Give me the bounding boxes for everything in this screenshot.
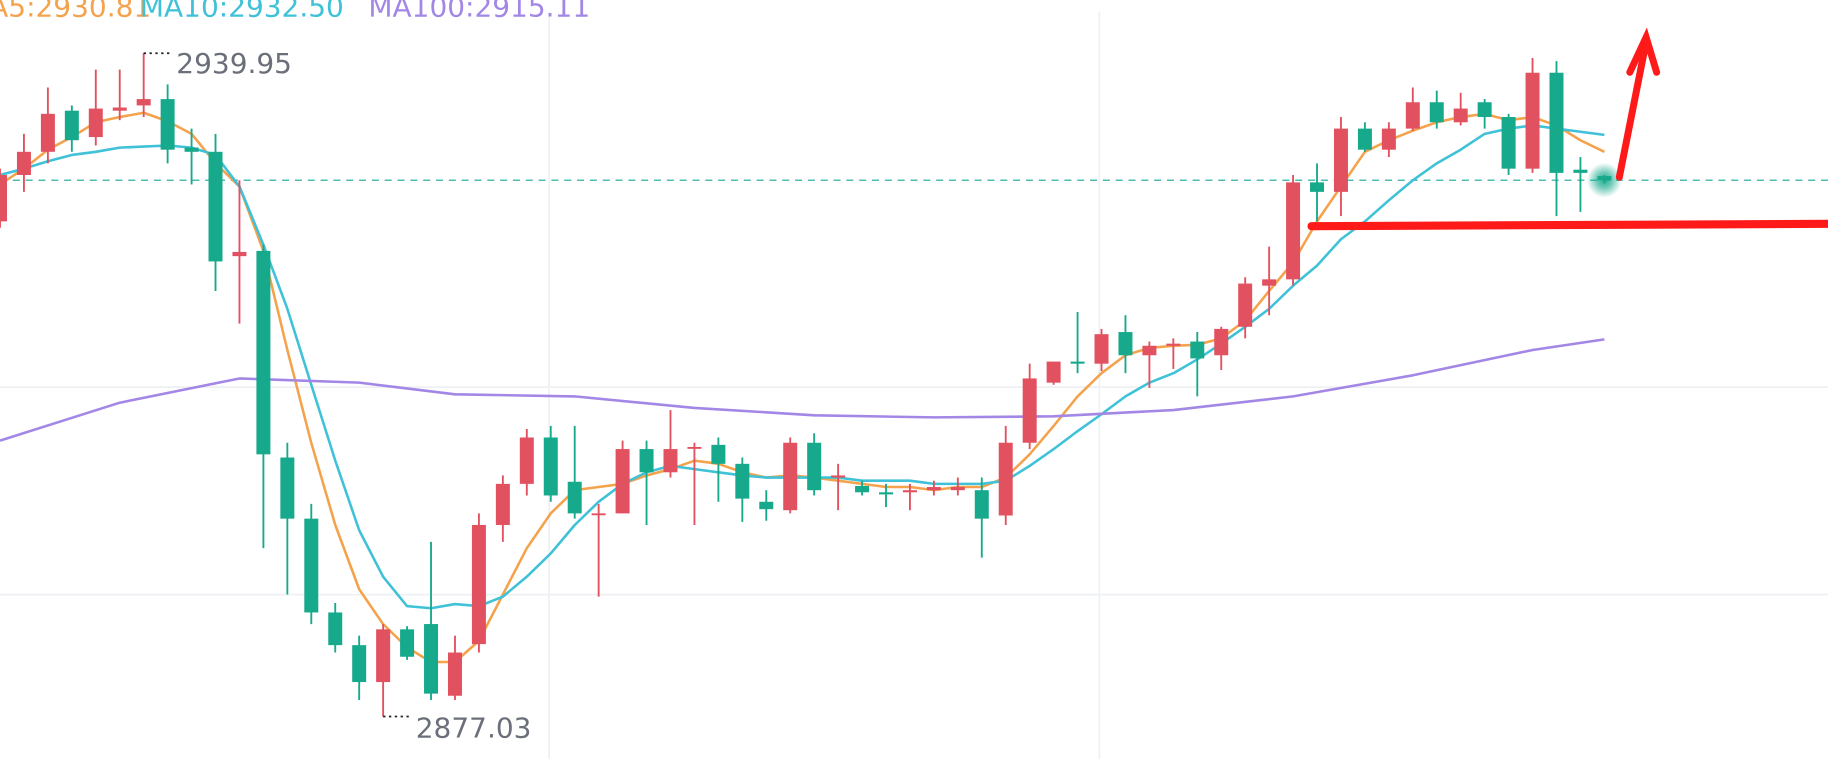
candle-body — [807, 442, 822, 491]
candle-body — [0, 174, 7, 222]
candle-body — [112, 107, 127, 111]
legend-entry: MA10:2932.50 — [140, 0, 344, 23]
candle-body — [376, 629, 391, 683]
candle-body — [471, 524, 486, 645]
candle-body — [1429, 102, 1444, 123]
candle-body — [519, 437, 534, 484]
candle-body — [1166, 343, 1181, 346]
candle-body — [160, 99, 175, 150]
candle-body — [1046, 361, 1061, 383]
candle-body — [16, 151, 31, 175]
candle-body — [974, 490, 989, 519]
candle-body — [855, 485, 870, 493]
candle-body — [1142, 345, 1157, 356]
candle-body — [64, 110, 79, 141]
low-label: 2877.03 — [416, 712, 532, 745]
candle-body — [1525, 72, 1540, 169]
candle-body — [1549, 72, 1564, 173]
hand-annotation — [1307, 27, 1828, 231]
candle-body — [1453, 108, 1468, 123]
candle-body — [591, 513, 606, 516]
candle-body — [879, 492, 893, 495]
candle-body — [256, 250, 271, 455]
candle-body — [424, 624, 439, 694]
candle-body — [1190, 341, 1205, 359]
candle-body — [543, 437, 558, 496]
candle-body — [184, 147, 199, 152]
candle-body — [304, 518, 319, 613]
candle-body — [40, 113, 55, 152]
candle-body — [447, 652, 462, 696]
legend-entry: MA100:2915.11 — [368, 0, 590, 23]
candle-body — [950, 487, 965, 491]
candle-body — [1262, 279, 1277, 286]
candle-body — [711, 444, 726, 464]
candle-body — [1477, 102, 1492, 118]
candle-body — [136, 99, 151, 106]
candle-body — [783, 442, 798, 511]
candle-body — [400, 629, 415, 657]
candle-body — [1286, 182, 1301, 280]
candle-body — [1405, 102, 1420, 129]
candle-body — [1501, 117, 1516, 169]
candle-body — [1070, 361, 1085, 364]
candle-body — [902, 490, 917, 493]
candle-body — [687, 446, 702, 449]
candle-body — [1118, 332, 1133, 356]
legend-entry: MA5:2930.81 — [0, 0, 151, 23]
candle-body — [926, 487, 941, 491]
candle-body — [759, 501, 774, 510]
candle-body — [1357, 128, 1372, 150]
candle-body — [663, 449, 678, 473]
candle-body — [208, 151, 223, 262]
candle-body — [735, 463, 750, 499]
arrow-shaft — [1615, 38, 1650, 181]
ma-line — [0, 124, 1605, 610]
candle-body — [639, 449, 654, 473]
candle-body — [1310, 182, 1325, 192]
candle-body — [567, 481, 582, 514]
candle-body — [1022, 378, 1037, 443]
candle-body — [998, 442, 1013, 516]
candle-body — [280, 457, 295, 519]
candle-body — [352, 645, 367, 683]
candle-body — [1333, 128, 1348, 192]
candle-body — [232, 251, 247, 257]
candle-body — [1573, 169, 1588, 173]
candle-body — [615, 449, 630, 514]
support-line — [1307, 219, 1828, 231]
candle-body — [1238, 283, 1253, 327]
candle-body — [88, 108, 103, 138]
high-label: 2939.95 — [176, 47, 292, 80]
candle-body — [1094, 334, 1109, 364]
candle-body — [831, 475, 846, 478]
candle-body — [495, 483, 510, 525]
current-marker — [1586, 162, 1622, 198]
candle-body — [1214, 328, 1229, 356]
arrow-head — [1626, 27, 1661, 76]
candle-body — [1381, 128, 1396, 150]
candle-body — [328, 612, 343, 646]
ma-line — [0, 338, 1605, 442]
